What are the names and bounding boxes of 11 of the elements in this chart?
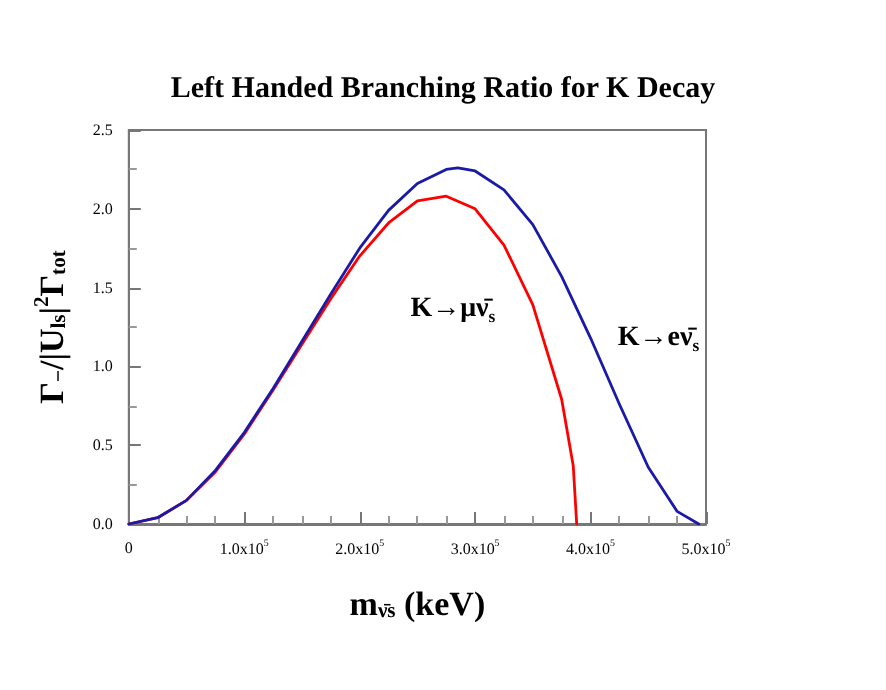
y-tick-label: 0.0	[92, 515, 113, 533]
y-tick-label: 2.0	[92, 199, 113, 218]
y-tick-label: 0.5	[92, 436, 113, 455]
line-series	[127, 166, 701, 526]
y-tick-label: 2.5	[92, 121, 113, 139]
x-tick-label: 0	[124, 539, 133, 557]
y-axis-title: Γ−/|Uls|2Γtot	[32, 249, 71, 404]
chart-title: Left Handed Branching Ratio for K Decay	[170, 73, 717, 105]
y-tick-label: 1.5	[92, 278, 113, 297]
y-tick-label: 1.0	[92, 357, 113, 376]
x-axis-title: mν̄s (keV)	[349, 584, 486, 623]
